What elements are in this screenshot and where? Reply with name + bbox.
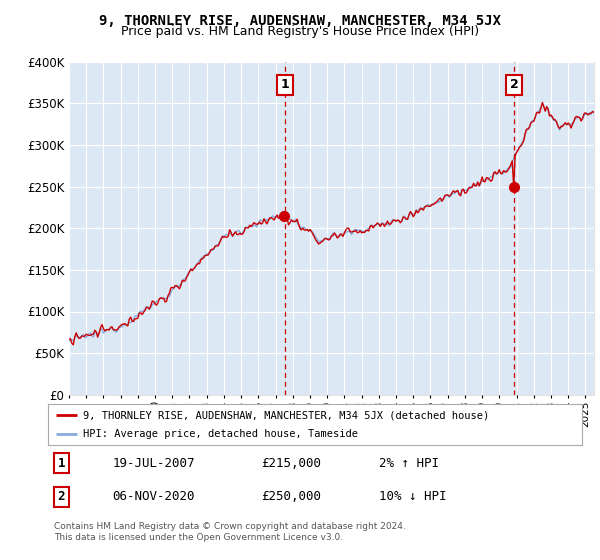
Text: 9, THORNLEY RISE, AUDENSHAW, MANCHESTER, M34 5JX (detached house): 9, THORNLEY RISE, AUDENSHAW, MANCHESTER,… [83, 410, 489, 421]
Text: £215,000: £215,000 [262, 457, 322, 470]
Text: 2: 2 [509, 78, 518, 91]
Text: 2: 2 [58, 491, 65, 503]
Text: 1: 1 [280, 78, 289, 91]
Text: 10% ↓ HPI: 10% ↓ HPI [379, 491, 446, 503]
Text: Price paid vs. HM Land Registry's House Price Index (HPI): Price paid vs. HM Land Registry's House … [121, 25, 479, 38]
Text: 1: 1 [58, 457, 65, 470]
Text: Contains HM Land Registry data © Crown copyright and database right 2024.
This d: Contains HM Land Registry data © Crown c… [54, 522, 406, 542]
Text: 2% ↑ HPI: 2% ↑ HPI [379, 457, 439, 470]
Text: 19-JUL-2007: 19-JUL-2007 [112, 457, 194, 470]
Text: HPI: Average price, detached house, Tameside: HPI: Average price, detached house, Tame… [83, 429, 358, 439]
Text: £250,000: £250,000 [262, 491, 322, 503]
Text: 9, THORNLEY RISE, AUDENSHAW, MANCHESTER, M34 5JX: 9, THORNLEY RISE, AUDENSHAW, MANCHESTER,… [99, 14, 501, 28]
Text: 06-NOV-2020: 06-NOV-2020 [112, 491, 194, 503]
